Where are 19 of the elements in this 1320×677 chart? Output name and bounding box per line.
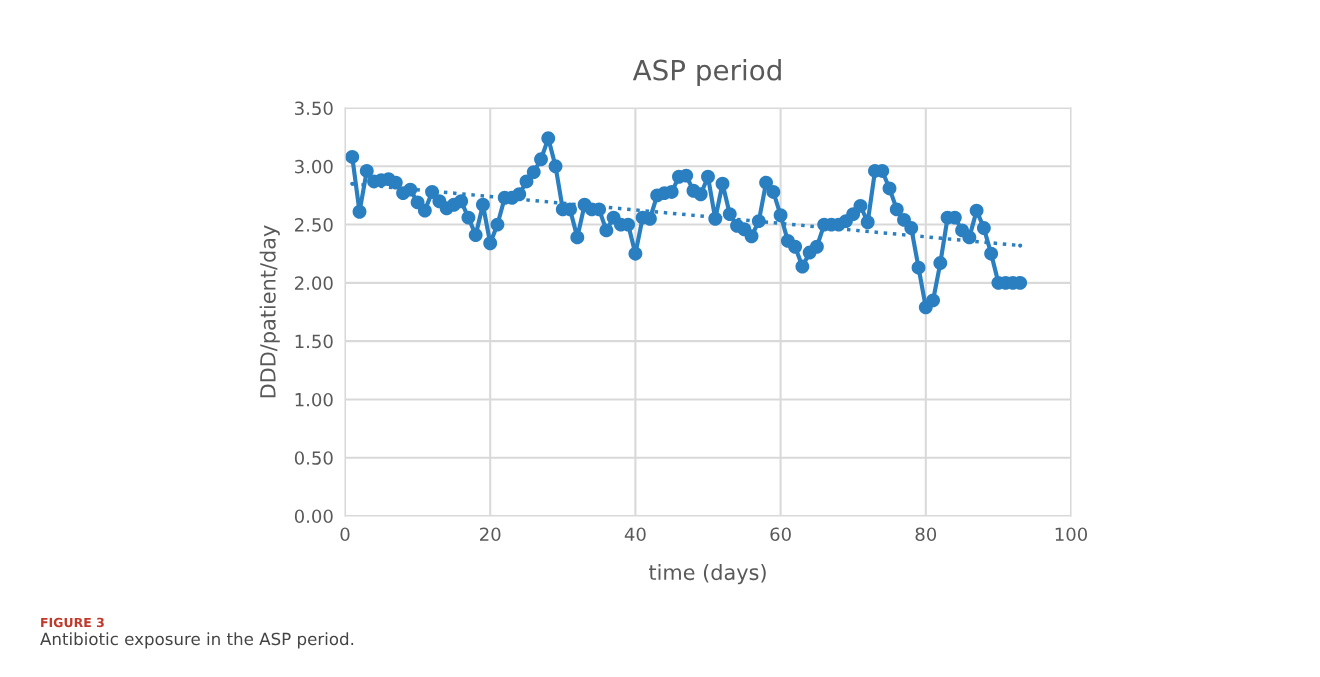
- x-axis-title: time (days): [649, 564, 766, 585]
- caption: FIGURE 3: [41, 617, 104, 628]
- text: Antibiotic exposure in the ASP period.: [40, 632, 354, 649]
- y-tick-label: 0.00: [294, 509, 333, 524]
- y-tick-label: 3.50: [295, 101, 333, 116]
- y-tick-label: 2.50: [295, 218, 333, 232]
- x-tick-label: 0: [340, 527, 350, 542]
- y-tick-label: 3.00: [295, 159, 333, 174]
- x-tick-label: 40: [624, 527, 646, 542]
- x-tick-label: 60: [770, 527, 791, 542]
- x-tick-label: 100: [1055, 527, 1088, 542]
- chart-title: ASP period: [632, 59, 781, 86]
- x-tick-label: 80: [915, 527, 937, 542]
- y-tick-label: 2.00: [295, 276, 333, 290]
- y-tick-label: 0.50: [294, 451, 333, 465]
- y-axis-title: DDD/patient/day: [259, 225, 280, 398]
- y-tick-label: 1.50: [295, 334, 333, 349]
- x-tick-label: 20: [480, 527, 501, 542]
- y-tick-label: 1.00: [295, 392, 333, 407]
